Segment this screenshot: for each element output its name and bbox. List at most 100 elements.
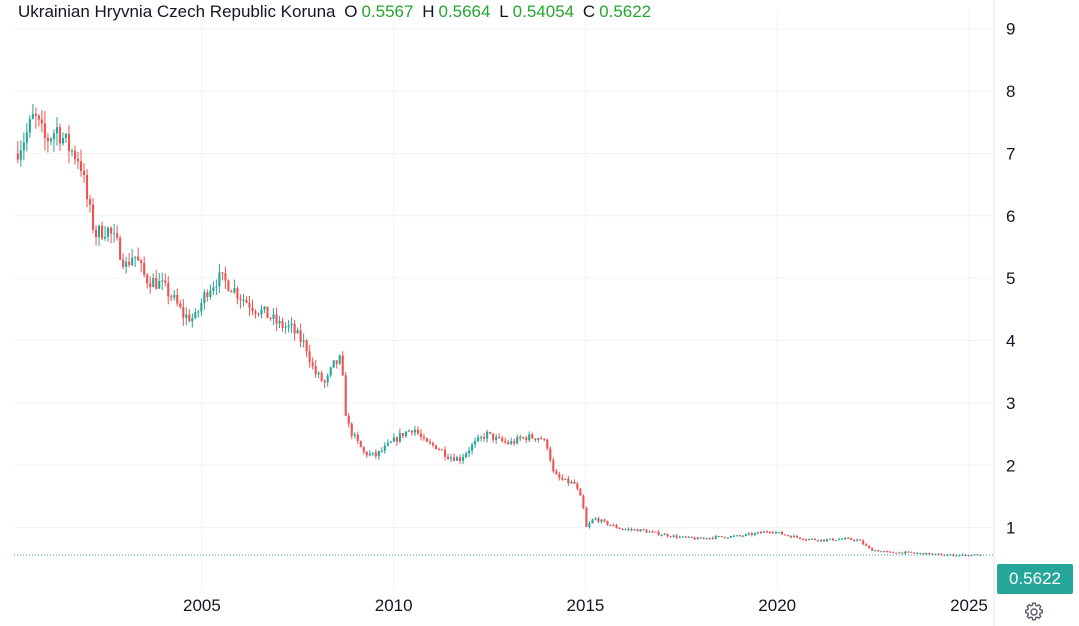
- axes: 1 2 3 4 5 6 7 8 9 2005 2010 2015 2020 2025: [14, 0, 1015, 626]
- y-tick-label: 1: [1006, 519, 1015, 538]
- candle-body: [221, 272, 224, 274]
- candle-body: [690, 536, 693, 538]
- candle-body: [925, 552, 928, 555]
- candle-body: [627, 529, 630, 531]
- candle-body: [483, 436, 486, 439]
- candle-body: [434, 445, 438, 450]
- low-value: 0.54054: [512, 2, 575, 21]
- candle-body: [299, 330, 302, 342]
- candle-body: [248, 302, 251, 308]
- candle-body: [55, 127, 58, 134]
- candle-body: [943, 555, 946, 557]
- y-tick-label: 7: [1006, 144, 1015, 163]
- candle-body: [206, 292, 209, 297]
- candle-body: [353, 434, 356, 436]
- candle-body: [486, 431, 489, 439]
- candle-body: [188, 314, 191, 322]
- candle-body: [835, 540, 838, 542]
- candle-body: [215, 286, 218, 288]
- candle-body: [477, 437, 480, 442]
- close-value: 0.5622: [599, 2, 652, 21]
- candle-body: [594, 518, 597, 520]
- candle-body: [495, 436, 498, 440]
- candle-body: [34, 113, 37, 116]
- candle-body: [76, 158, 80, 162]
- candle-body: [549, 448, 552, 461]
- last-price-badge: 0.5622: [997, 563, 1073, 594]
- candle-body: [94, 229, 98, 238]
- candle-body: [67, 133, 71, 152]
- candle-body: [871, 548, 874, 551]
- candle-body: [711, 537, 714, 539]
- candle-body: [278, 320, 281, 324]
- candle-body: [368, 453, 371, 456]
- candle-body: [431, 443, 435, 446]
- candle-body: [31, 113, 34, 119]
- candle-body: [537, 438, 540, 440]
- candle-body: [910, 551, 913, 553]
- candle-body: [413, 429, 416, 433]
- candle-body: [287, 325, 290, 327]
- candle-body: [392, 437, 395, 442]
- candle-body: [585, 507, 588, 527]
- candle-body: [699, 537, 702, 539]
- gear-icon[interactable]: [1022, 600, 1046, 624]
- candle-body: [744, 534, 747, 536]
- candle-body: [756, 532, 759, 534]
- candle-body: [16, 153, 19, 160]
- candle-body: [829, 538, 832, 540]
- x-tick-label: 2025: [950, 596, 988, 615]
- candle-body: [813, 538, 817, 541]
- candle-body: [22, 142, 25, 151]
- candle-body: [170, 296, 173, 298]
- y-tick-label: 4: [1006, 332, 1015, 351]
- candle-body: [889, 551, 892, 553]
- candle-body: [883, 551, 886, 553]
- candle-body: [341, 355, 344, 376]
- candle-body: [49, 138, 52, 142]
- candle-body: [612, 525, 615, 527]
- candle-body: [762, 531, 765, 533]
- candle-body: [263, 306, 266, 310]
- candle-body: [200, 303, 203, 312]
- candle-body: [657, 531, 660, 536]
- candle-body: [777, 532, 780, 534]
- candle-body: [260, 309, 263, 315]
- candle-body: [702, 538, 705, 540]
- candle-body: [856, 539, 859, 541]
- candle-body: [714, 536, 717, 539]
- candle-body: [928, 552, 931, 555]
- candle-body: [230, 290, 233, 293]
- candle-body: [61, 137, 65, 144]
- candle-body: [194, 312, 197, 318]
- candle-body: [389, 441, 392, 443]
- candle-body: [85, 174, 89, 200]
- candle-body: [907, 551, 910, 553]
- candle-body: [52, 133, 55, 139]
- candle-body: [654, 531, 657, 533]
- candle-body: [507, 441, 510, 444]
- candle-body: [582, 495, 585, 508]
- x-tick-label: 2020: [758, 596, 796, 615]
- candle-body: [801, 538, 805, 540]
- candle-body: [847, 537, 850, 539]
- candle-body: [519, 437, 522, 439]
- candle-body: [534, 438, 537, 440]
- candle-body: [275, 314, 278, 324]
- candle-body: [741, 535, 744, 537]
- candle-body: [107, 227, 110, 237]
- candle-body: [726, 537, 729, 539]
- candle-body: [901, 552, 904, 554]
- candle-body: [919, 552, 922, 554]
- candle-body: [125, 261, 128, 267]
- candle-body: [440, 449, 444, 451]
- candle-body: [344, 375, 347, 416]
- y-tick-label: 2: [1006, 456, 1015, 475]
- candle-body: [561, 477, 564, 480]
- low-label: L: [499, 2, 509, 21]
- candle-body: [946, 554, 949, 556]
- candle-body: [356, 434, 359, 441]
- candle-body: [609, 524, 612, 526]
